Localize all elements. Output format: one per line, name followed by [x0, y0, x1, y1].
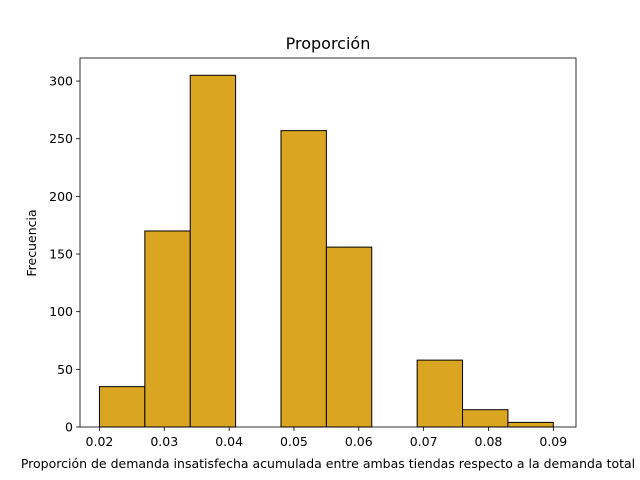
histogram-bar-5: [325, 246, 373, 428]
histogram-bar-7: [416, 359, 464, 428]
y-tick-label-3: 150: [49, 247, 73, 262]
histogram-bar-1: [144, 230, 191, 428]
x-tick-label-4: 0.06: [345, 434, 373, 449]
y-tick-label-1: 50: [57, 362, 73, 377]
x-tick-label-6: 0.08: [475, 434, 503, 449]
y-tick-label-4: 200: [49, 189, 73, 204]
y-axis-label: Frecuencia: [24, 209, 39, 276]
y-tick-label-6: 300: [49, 74, 73, 89]
histogram-bar-4: [280, 130, 327, 428]
axes-frame: [79, 57, 577, 428]
x-tick-label-0: 0.02: [86, 434, 114, 449]
x-tick-label-5: 0.07: [410, 434, 438, 449]
histogram-bar-0: [98, 386, 146, 428]
x-tick-label-1: 0.03: [150, 434, 178, 449]
histogram-bar-9: [507, 421, 554, 428]
bars-group: [98, 74, 554, 428]
y-tick-label-2: 100: [49, 304, 73, 319]
y-tick-label-0: 0: [65, 420, 73, 435]
histogram-bar-8: [462, 409, 509, 428]
x-axis-ticks: 0.02 0.03 0.04 0.05 0.06 0.07 0.08 0.09: [86, 427, 567, 449]
x-tick-label-3: 0.05: [280, 434, 308, 449]
x-tick-label-7: 0.09: [539, 434, 567, 449]
chart-title: Proporción: [286, 34, 371, 53]
histogram-bar-2: [189, 74, 237, 428]
x-tick-label-2: 0.04: [215, 434, 243, 449]
y-tick-label-5: 250: [49, 131, 73, 146]
x-axis-label: Proporción de demanda insatisfecha acumu…: [21, 456, 635, 471]
y-axis-ticks: 0 50 100 150 200 250 300: [49, 74, 80, 435]
